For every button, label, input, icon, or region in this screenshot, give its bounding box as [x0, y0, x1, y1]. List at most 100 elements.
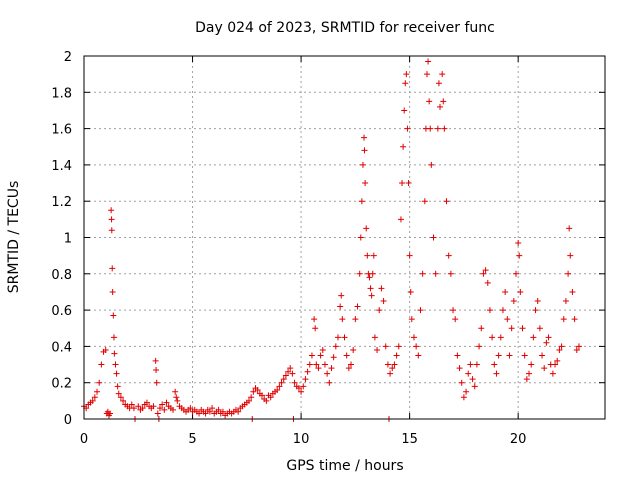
data-point [245, 397, 252, 404]
data-point [510, 298, 517, 305]
data-point [302, 376, 309, 383]
data-point [368, 292, 375, 299]
data-point [467, 361, 474, 368]
data-point [410, 334, 417, 341]
data-point [128, 401, 135, 408]
data-point [539, 352, 546, 359]
data-point [337, 303, 344, 310]
data-point [172, 388, 179, 395]
data-point [506, 352, 513, 359]
data-point [541, 365, 548, 372]
data-point [562, 298, 569, 305]
y-tick-label: 1.6 [51, 123, 72, 138]
data-point [159, 401, 166, 408]
data-point [364, 252, 371, 259]
data-point [130, 405, 137, 412]
data-point [98, 361, 105, 368]
data-point [143, 399, 150, 406]
data-point [536, 325, 543, 332]
data-point [328, 365, 335, 372]
data-point [291, 379, 298, 386]
data-point [478, 325, 485, 332]
y-tick-label: 2 [64, 50, 72, 65]
data-point [530, 334, 537, 341]
data-point [556, 347, 563, 354]
data-point [278, 379, 285, 386]
data-point [440, 98, 447, 105]
data-point [521, 352, 528, 359]
data-point [363, 225, 370, 232]
x-tick-label: 5 [188, 432, 196, 447]
data-point [306, 361, 313, 368]
data-point [209, 405, 216, 412]
data-point [135, 403, 142, 410]
data-point [341, 334, 348, 341]
data-point [295, 385, 302, 392]
data-point [406, 252, 413, 259]
y-tick-label: 0 [64, 413, 72, 428]
data-point [419, 270, 426, 277]
data-point [350, 347, 357, 354]
data-point [504, 316, 511, 323]
data-point [348, 361, 355, 368]
data-point [545, 334, 552, 341]
data-point [391, 361, 398, 368]
y-axis-label: SRMTID / TECUs [6, 181, 22, 294]
data-point [300, 383, 307, 390]
data-point [110, 312, 117, 319]
x-tick-label: 15 [401, 432, 418, 447]
data-point [499, 307, 506, 314]
data-point [285, 368, 292, 375]
data-point [334, 334, 341, 341]
data-point [430, 234, 437, 241]
data-point [458, 379, 465, 386]
data-point [516, 252, 523, 259]
data-point [108, 207, 115, 214]
data-point [508, 325, 515, 332]
data-point [512, 270, 519, 277]
data-point [407, 288, 414, 295]
data-point [173, 394, 180, 401]
data-point [519, 325, 526, 332]
plot-frame [83, 55, 606, 420]
data-point [565, 270, 572, 277]
data-point [313, 361, 320, 368]
data-point [404, 125, 411, 132]
data-point [109, 288, 116, 295]
data-point [432, 270, 439, 277]
x-tick-labels: 0 5 10 15 20 [80, 432, 527, 447]
data-point [497, 334, 504, 341]
data-point [357, 234, 364, 241]
data-point [403, 71, 410, 78]
data-point [480, 270, 487, 277]
data-point [427, 125, 434, 132]
data-point [276, 383, 283, 390]
data-point [376, 307, 383, 314]
data-point [308, 352, 315, 359]
data-point [367, 285, 374, 292]
data-point [361, 147, 368, 154]
data-point [566, 225, 573, 232]
data-point [154, 410, 161, 417]
data-point [425, 58, 432, 65]
data-point [108, 216, 115, 223]
data-point [428, 161, 435, 168]
axis-ticks [83, 55, 605, 420]
data-point [435, 80, 442, 87]
data-point [417, 307, 424, 314]
data-point [109, 265, 116, 272]
data-point [215, 406, 222, 413]
data-point [558, 343, 565, 350]
x-tick-label: 0 [80, 432, 88, 447]
data-point [94, 388, 101, 395]
data-point [358, 198, 365, 205]
data-point [150, 403, 157, 410]
data-point [374, 347, 381, 354]
x-tick-label: 20 [510, 432, 527, 447]
data-point [395, 343, 402, 350]
data-point [202, 410, 209, 417]
data-point [397, 216, 404, 223]
data-point [450, 307, 457, 314]
data-point [465, 370, 472, 377]
data-point [456, 365, 463, 372]
